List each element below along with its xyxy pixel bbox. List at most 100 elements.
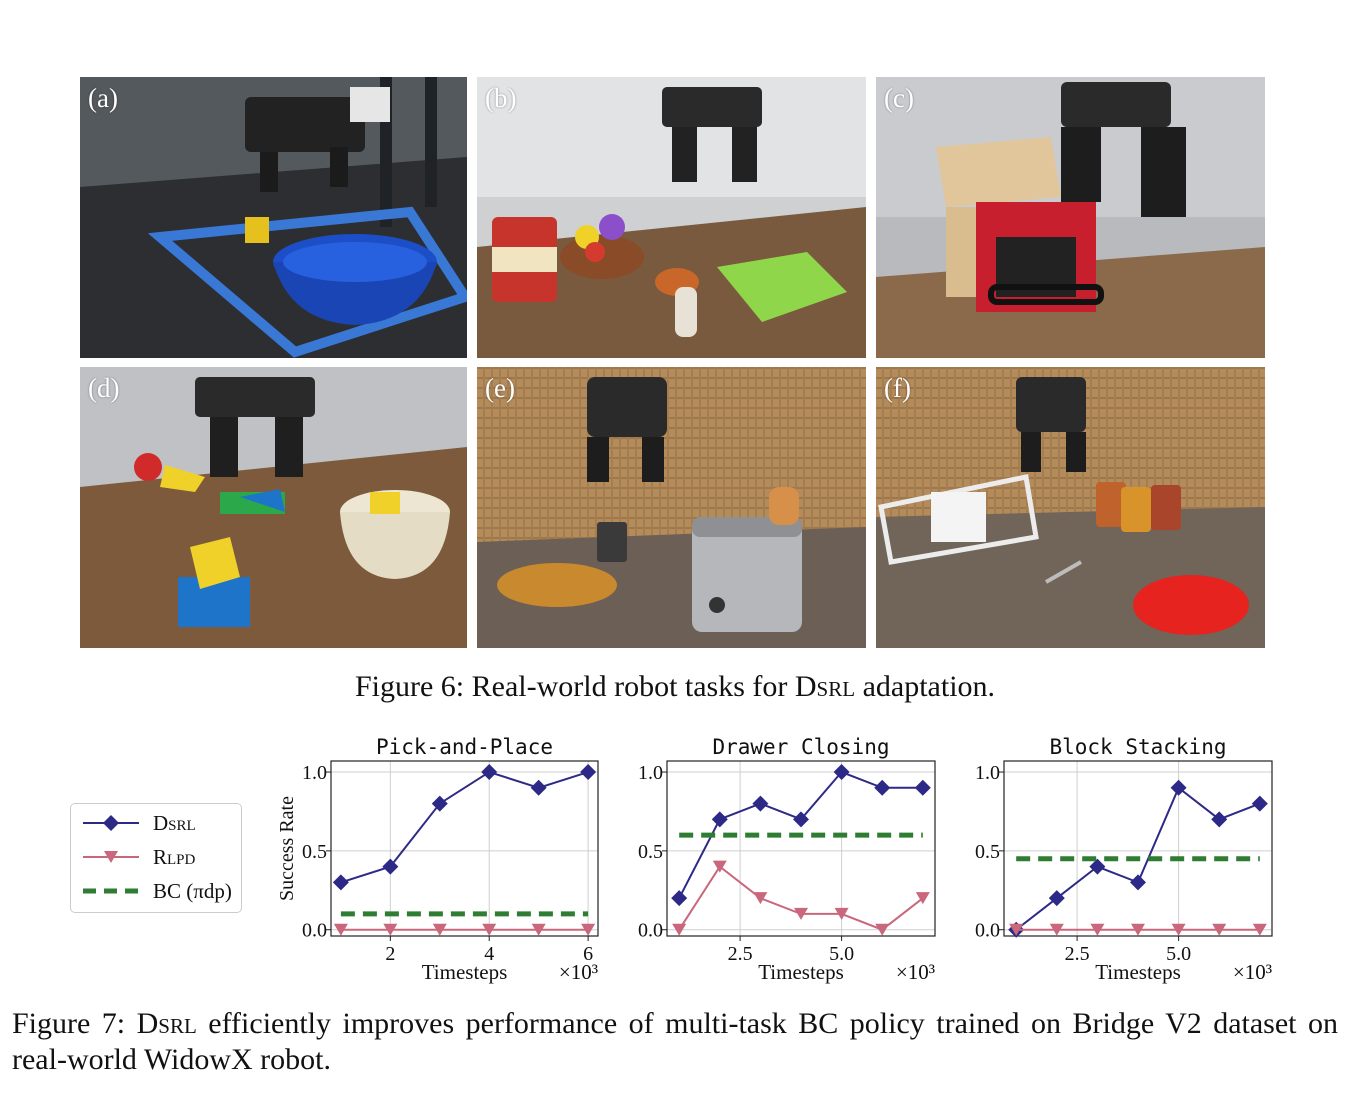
x-axis-multiplier: ×10³ [896,960,935,984]
axes-frame [330,760,599,937]
axes-frame [666,760,936,937]
panel-label-e: (e) [485,373,515,403]
rlpd-point [794,907,808,920]
dsrl-point [711,811,728,828]
rlpd-point [1252,923,1267,936]
photo-panel-a: (a) [80,77,467,358]
legend-label-dsrl: Dsrl [153,811,196,835]
rlpd-point [581,923,596,936]
series-line-rlpd [678,865,924,931]
figure-7-caption-suffix: efficiently improves performance of mult… [12,1007,1338,1076]
rlpd-point [1131,923,1145,936]
y-tick-label: 0.0 [638,920,663,942]
legend-entry-dsrl: Dsrl [81,808,241,838]
rlpd-point [1171,923,1186,936]
x-tick-label: 6 [583,943,593,965]
legend-label-bc: BC (πdp) [153,879,232,903]
dsrl-point [530,779,547,796]
legend-dsrl-swatch-icon [83,815,139,831]
success-rate-charts: 2 4 6 0.0 0.5 1.0 Pick-and-Place Timesteps ×10³ S… [276,735,1273,984]
photo-kitchen-items [477,77,866,358]
y-tick-label: 1.0 [302,762,327,784]
photo-pick-and-place [80,77,467,358]
dsrl-point [752,795,769,812]
dsrl-point [1130,874,1146,891]
chart-legend: Dsrl Rlpd BC (πdp) [70,803,242,913]
photo-dish-rack [876,367,1265,648]
legend-label-rlpd: Rlpd [153,845,196,869]
x-axis-multiplier: ×10³ [559,960,598,984]
dsrl-point [431,795,448,812]
panel-label-d: (d) [88,373,120,403]
panel-label-c: (c) [884,83,914,113]
dsrl-point [332,874,349,891]
dsrl-point [1211,811,1228,828]
photo-panel-e: (e) [477,367,866,648]
dsrl-point [874,779,891,796]
y-axis-label: Success Rate [276,796,298,901]
figure-7-caption-text: Figure 7: [12,1007,137,1040]
dsrl-point [1251,795,1268,812]
legend-entry-bc: BC (πdp) [81,876,241,906]
dsrl-point [1170,779,1187,796]
rlpd-point [834,907,849,920]
chart-2: 2.5 5.0 0.0 0.5 1.0 Block Stacking Timesteps ×1… [975,735,1273,984]
panel-label-a: (a) [88,83,118,113]
dsrl-point [793,811,809,828]
rlpd-point [875,923,890,936]
photo-drawer [876,77,1265,358]
panel-label-f: (f) [884,373,911,403]
figure-6-caption-text: Figure 6: Real-world robot tasks for [354,670,795,703]
x-axis-label: Timesteps [758,960,844,984]
rlpd-point [753,892,768,905]
photo-panel-b: (b) [477,77,866,358]
x-tick-label: 2.5 [1065,943,1090,965]
dsrl-point [671,890,688,907]
photo-panel-c: (c) [876,77,1265,358]
rlpd-point [1009,923,1024,936]
x-tick-label: 4 [484,943,494,965]
rlpd-point [915,892,930,905]
chart-0: 2 4 6 0.0 0.5 1.0 Pick-and-Place Timesteps ×10³ S… [276,735,599,984]
rlpd-point [1212,923,1227,936]
rlpd-point [432,923,447,936]
axes-frame [1003,760,1273,937]
rlpd-point [383,923,398,936]
x-tick-label: 5.0 [1166,943,1191,965]
figure-6-caption-suffix: adaptation. [855,670,996,703]
rlpd-point [531,923,546,936]
panel-label-b: (b) [485,83,517,113]
figure-6-caption: Figure 6: Real-world robot tasks for Dsr… [0,670,1350,704]
rlpd-point [1090,923,1105,936]
x-axis-multiplier: ×10³ [1233,960,1272,984]
y-tick-label: 1.0 [975,762,1000,784]
rlpd-point [1049,923,1064,936]
x-axis-label: Timesteps [1095,960,1181,984]
x-tick-label: 2 [385,943,395,965]
photo-toaster [477,367,866,648]
chart-title: Block Stacking [1049,735,1226,759]
dsrl-point [833,764,850,781]
rlpd-point [482,923,497,936]
y-tick-label: 0.5 [975,841,1000,863]
dsrl-point [1048,890,1065,907]
dsrl-point [481,764,498,781]
figure-6-caption-method: Dsrl [794,670,856,703]
photo-panel-d: (d) [80,367,467,648]
legend-rlpd-swatch-icon [83,851,139,863]
figure-7-caption: Figure 7: Dsrl efficiently improves perf… [12,1006,1338,1078]
photo-panel-f: (f) [876,367,1265,648]
chart-1: 2.5 5.0 0.0 0.5 1.0 Drawer Closing Timesteps ×1… [638,735,936,984]
y-tick-label: 0.5 [638,841,663,863]
x-axis-label: Timesteps [422,960,508,984]
legend-bc-swatch-icon [83,888,139,894]
y-tick-label: 0.5 [302,841,327,863]
figure-7-caption-method: Dsrl [136,1007,197,1040]
series-line-dsrl [340,770,589,884]
chart-title: Pick-and-Place [376,735,553,759]
rlpd-point [672,923,687,936]
chart-title: Drawer Closing [712,735,889,759]
dsrl-point [382,858,399,875]
y-tick-label: 0.0 [975,920,1000,942]
legend-entry-rlpd: Rlpd [81,842,241,872]
